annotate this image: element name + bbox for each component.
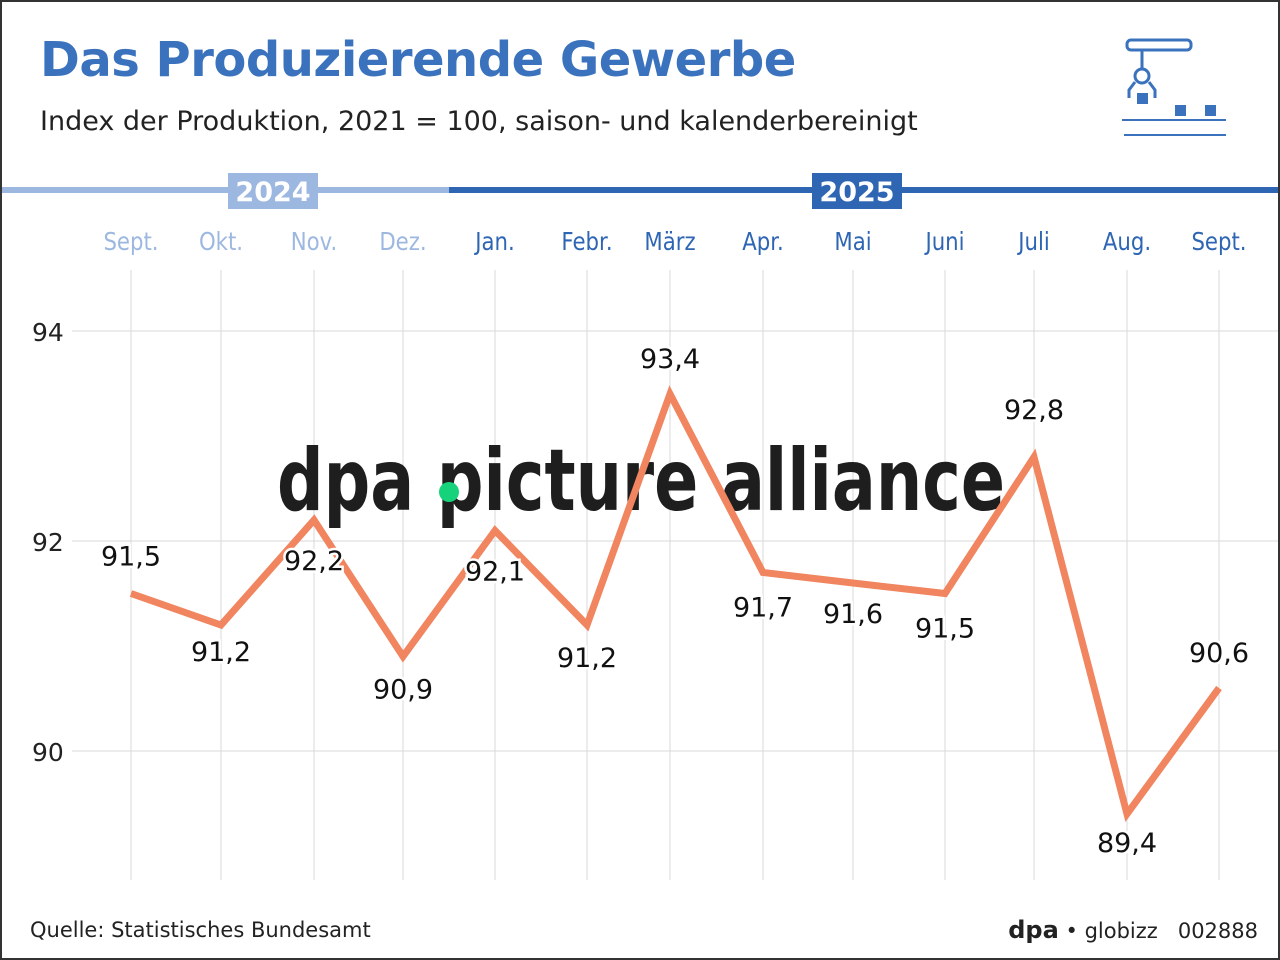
x-tick-label: Dez.	[379, 227, 426, 256]
data-label: 91,5	[101, 542, 161, 573]
x-tick-label: Febr.	[561, 227, 612, 256]
data-label: 91,5	[915, 614, 975, 645]
data-label: 90,9	[373, 675, 433, 706]
year-label: 2025	[819, 177, 894, 208]
chart-subtitle: Index der Produktion, 2021 = 100, saison…	[40, 106, 918, 137]
data-label: 93,4	[640, 344, 700, 375]
chart-title: Das Produzierende Gewerbe	[40, 32, 796, 88]
data-label: 90,6	[1189, 638, 1249, 669]
x-tick-label: Okt.	[199, 227, 243, 256]
factory-robot-arm-icon	[1122, 38, 1226, 136]
data-label: 92,8	[1004, 395, 1064, 426]
credit: dpa • globizz 002888	[1008, 916, 1258, 944]
data-label: 91,2	[557, 643, 617, 674]
source-note: Quelle: Statistisches Bundesamt	[30, 918, 371, 942]
data-label: 91,6	[823, 599, 883, 630]
y-tick-label: 90	[32, 738, 64, 767]
x-tick-label: Nov.	[291, 227, 338, 256]
x-tick-label: Juli	[1016, 227, 1049, 256]
y-tick-label: 94	[32, 318, 64, 347]
partner-name: globizz	[1084, 919, 1158, 943]
x-tick-label: Sept.	[103, 227, 158, 256]
x-tick-label: Jan.	[473, 227, 514, 256]
x-tick-label: Aug.	[1103, 227, 1151, 256]
x-tick-label: Apr.	[742, 227, 784, 256]
y-tick-label: 92	[32, 528, 64, 557]
data-label: 92,1	[465, 557, 525, 588]
x-tick-label: Juni	[924, 227, 965, 256]
data-label: 92,2	[284, 546, 344, 577]
x-tick-label: März	[644, 227, 695, 256]
x-tick-label: Sept.	[1191, 227, 1246, 256]
data-label: 89,4	[1097, 828, 1157, 859]
dpa-logo: dpa	[1008, 916, 1059, 944]
x-tick-label: Mai	[834, 227, 871, 256]
graphic-id: 002888	[1177, 919, 1258, 943]
data-label: 91,7	[733, 593, 793, 624]
data-label: 91,2	[191, 637, 251, 668]
year-label-bg	[812, 173, 902, 209]
year-label-bg	[228, 173, 318, 209]
watermark-dot	[439, 482, 459, 502]
year-label: 2024	[235, 177, 310, 208]
